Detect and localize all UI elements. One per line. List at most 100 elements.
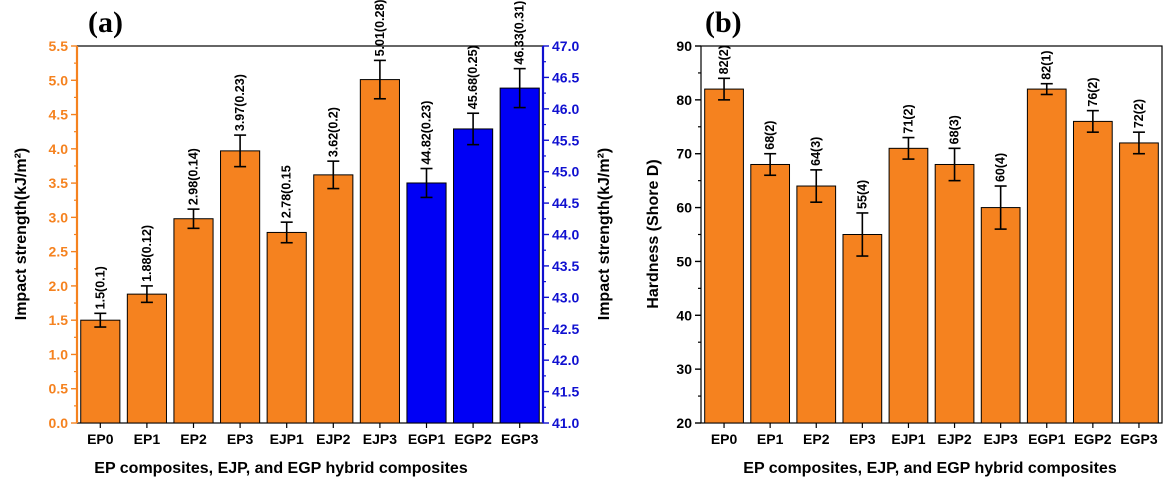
x-tick-label-egp3: EGP3 [1120, 431, 1158, 447]
y-tick-label-left: 4.5 [49, 107, 69, 123]
data-label-ep1: 1.88(0.12) [140, 225, 154, 282]
x-tick-label-ejp3: EJP3 [984, 431, 1018, 447]
data-label-ejp2: 3.62(0.2) [326, 107, 340, 157]
x-tick-label-ep3: EP3 [227, 431, 254, 447]
panel-a-left-ticks: 0.0 0.5 1.0 1.5 2.0 2.5 3.0 3.5 4.0 4.5 5.0 5.5 [49, 38, 77, 431]
x-tick-label-ep2: EP2 [803, 431, 830, 447]
y-tick-label-left: 70 [676, 146, 692, 162]
data-label-ep0: 1.5(0.1) [93, 266, 107, 309]
x-tick-label-egp3: EGP3 [501, 431, 539, 447]
data-label-ejp3: 5.01(0.28) [373, 0, 387, 56]
data-label-egp3: 46.33(0.31) [513, 1, 527, 65]
bar-egp2 [1072, 120, 1113, 424]
y-tick-label-right: 42.5 [552, 321, 579, 337]
x-tick-label-ep1: EP1 [134, 431, 161, 447]
bar-ep3 [220, 150, 261, 424]
y-tick-label-right: 46.5 [552, 69, 579, 85]
y-tick-label-left: 1.5 [49, 312, 69, 328]
y-tick-label-right: 41.5 [552, 384, 579, 400]
y-tick-label-left: 2.5 [49, 244, 69, 260]
panel-a-x-axis-title: EP composites, EJP, and EGP hybrid compo… [94, 460, 468, 477]
panel-a-data-labels: 1.5(0.1) 1.88(0.12) 2.98(0.14) 3.97(0.23) 2.… [93, 0, 526, 309]
panel-a-right-ticks: 41.0 41.5 42.0 42.5 43.0 43.5 44.0 44.5 45.0 45.5… [543, 38, 579, 431]
bar-egp1 [406, 182, 447, 424]
y-tick-label-left: 3.5 [49, 175, 69, 191]
y-tick-label-right: 44.0 [552, 227, 579, 243]
y-tick-label-left: 20 [676, 415, 692, 431]
panel-a-right-axis-title: Impact strength(kJ/m²) [596, 148, 613, 320]
bar-ejp3 [980, 207, 1021, 424]
panel-a-bars [80, 59, 540, 424]
panel-a-left-axis-title: Impact strength(kJ/m²) [13, 148, 30, 320]
bar-ejp2 [934, 163, 975, 424]
panel-a-x-ticks: EP0 EP1 EP2 EP3 EJP1 EJP2 EJP3 EGP1 EGP2 EGP3 [87, 423, 539, 447]
bar-egp1 [1026, 88, 1067, 424]
y-tick-label-right: 43.5 [552, 258, 579, 274]
y-tick-label-left: 0.5 [49, 381, 69, 397]
y-tick-label-left: 40 [676, 307, 692, 323]
data-label-egp2: 45.68(0.25) [466, 45, 480, 109]
y-tick-label-right: 45.0 [552, 164, 579, 180]
bar-ep1 [750, 163, 791, 424]
panel-b-label: (b) [705, 6, 742, 39]
panel-b-x-ticks: EP0 EP1 EP2 EP3 EJP1 EJP2 EJP3 EGP1 EGP2 EGP3 [711, 423, 1158, 447]
y-tick-label-left: 30 [676, 361, 692, 377]
y-tick-label-right: 45.5 [552, 132, 579, 148]
panel-b-y-ticks: 20 30 40 50 60 70 80 90 [676, 38, 701, 431]
data-label-ejp1: 2.78(0.15 [280, 165, 294, 218]
panel-b-y-axis-title: Hardness (Shore D) [645, 159, 662, 308]
x-tick-label-ep1: EP1 [757, 431, 784, 447]
bar-ep0 [80, 319, 121, 424]
bar-egp2 [453, 128, 494, 424]
x-tick-label-ep0: EP0 [87, 431, 114, 447]
y-tick-label-left: 4.0 [49, 141, 69, 157]
y-tick-label-left: 0.0 [49, 415, 69, 431]
y-tick-label-right: 44.5 [552, 195, 579, 211]
x-tick-label-egp1: EGP1 [408, 431, 446, 447]
bar-ep1 [126, 293, 167, 424]
panel-b-data-labels: 82(2) 68(2) 64(3) 55(4) 71(2) 68(3) 60(4) 82(1)… [717, 45, 1146, 209]
data-label-egp1: 82(1) [1040, 51, 1054, 80]
y-tick-label-left: 2.0 [49, 278, 69, 294]
data-label-ejp3: 60(4) [994, 153, 1008, 182]
panel-a-impact-strength-chart: (a) 1.5(0.1) 1.88(0.12) 2.98(0.14) 3.97(0.2… [13, 0, 613, 477]
y-tick-label-right: 42.0 [552, 352, 579, 368]
data-label-egp2: 76(2) [1086, 77, 1100, 106]
x-tick-label-ejp2: EJP2 [937, 431, 971, 447]
data-label-egp3: 72(2) [1132, 99, 1146, 128]
y-tick-label-right: 46.0 [552, 101, 579, 117]
x-tick-label-egp1: EGP1 [1028, 431, 1066, 447]
y-tick-label-right: 41.0 [552, 415, 579, 431]
y-tick-label-left: 50 [676, 253, 692, 269]
bar-egp3 [1119, 142, 1159, 424]
panel-b-bars [704, 77, 1159, 424]
data-label-ep2: 2.98(0.14) [187, 148, 201, 205]
x-tick-label-ep2: EP2 [180, 431, 207, 447]
data-label-ep3: 3.97(0.23) [233, 74, 247, 131]
y-tick-label-left: 80 [676, 92, 692, 108]
data-label-ep0: 82(2) [717, 45, 731, 74]
y-tick-label-left: 3.0 [49, 209, 69, 225]
data-label-ep1: 68(2) [763, 121, 777, 150]
y-tick-label-left: 5.5 [49, 38, 69, 54]
bar-ejp3 [359, 79, 400, 424]
panel-b-x-axis-title: EP composites, EJP, and EGP hybrid compo… [743, 460, 1117, 477]
panel-b-hardness-chart: (b) 82(2)68(2)64(3)55(4)71(2) 68(3)60(4)8… [645, 6, 1163, 477]
bar-ejp1 [888, 147, 929, 424]
x-tick-label-egp2: EGP2 [1074, 431, 1112, 447]
x-tick-label-ejp1: EJP1 [270, 431, 304, 447]
data-label-ejp1: 71(2) [901, 104, 915, 133]
x-tick-label-ejp1: EJP1 [891, 431, 925, 447]
bar-ep2 [796, 185, 837, 424]
bar-ep3 [842, 234, 883, 424]
bar-ejp1 [266, 231, 307, 424]
x-tick-label-ejp3: EJP3 [363, 431, 397, 447]
x-tick-label-ejp2: EJP2 [316, 431, 350, 447]
panel-a-label: (a) [88, 6, 123, 39]
x-tick-label-ep0: EP0 [711, 431, 738, 447]
bar-ejp2 [313, 174, 354, 424]
bar-egp3 [499, 87, 540, 424]
y-tick-label-left: 5.0 [49, 72, 69, 88]
data-label-ejp2: 68(3) [948, 115, 962, 144]
